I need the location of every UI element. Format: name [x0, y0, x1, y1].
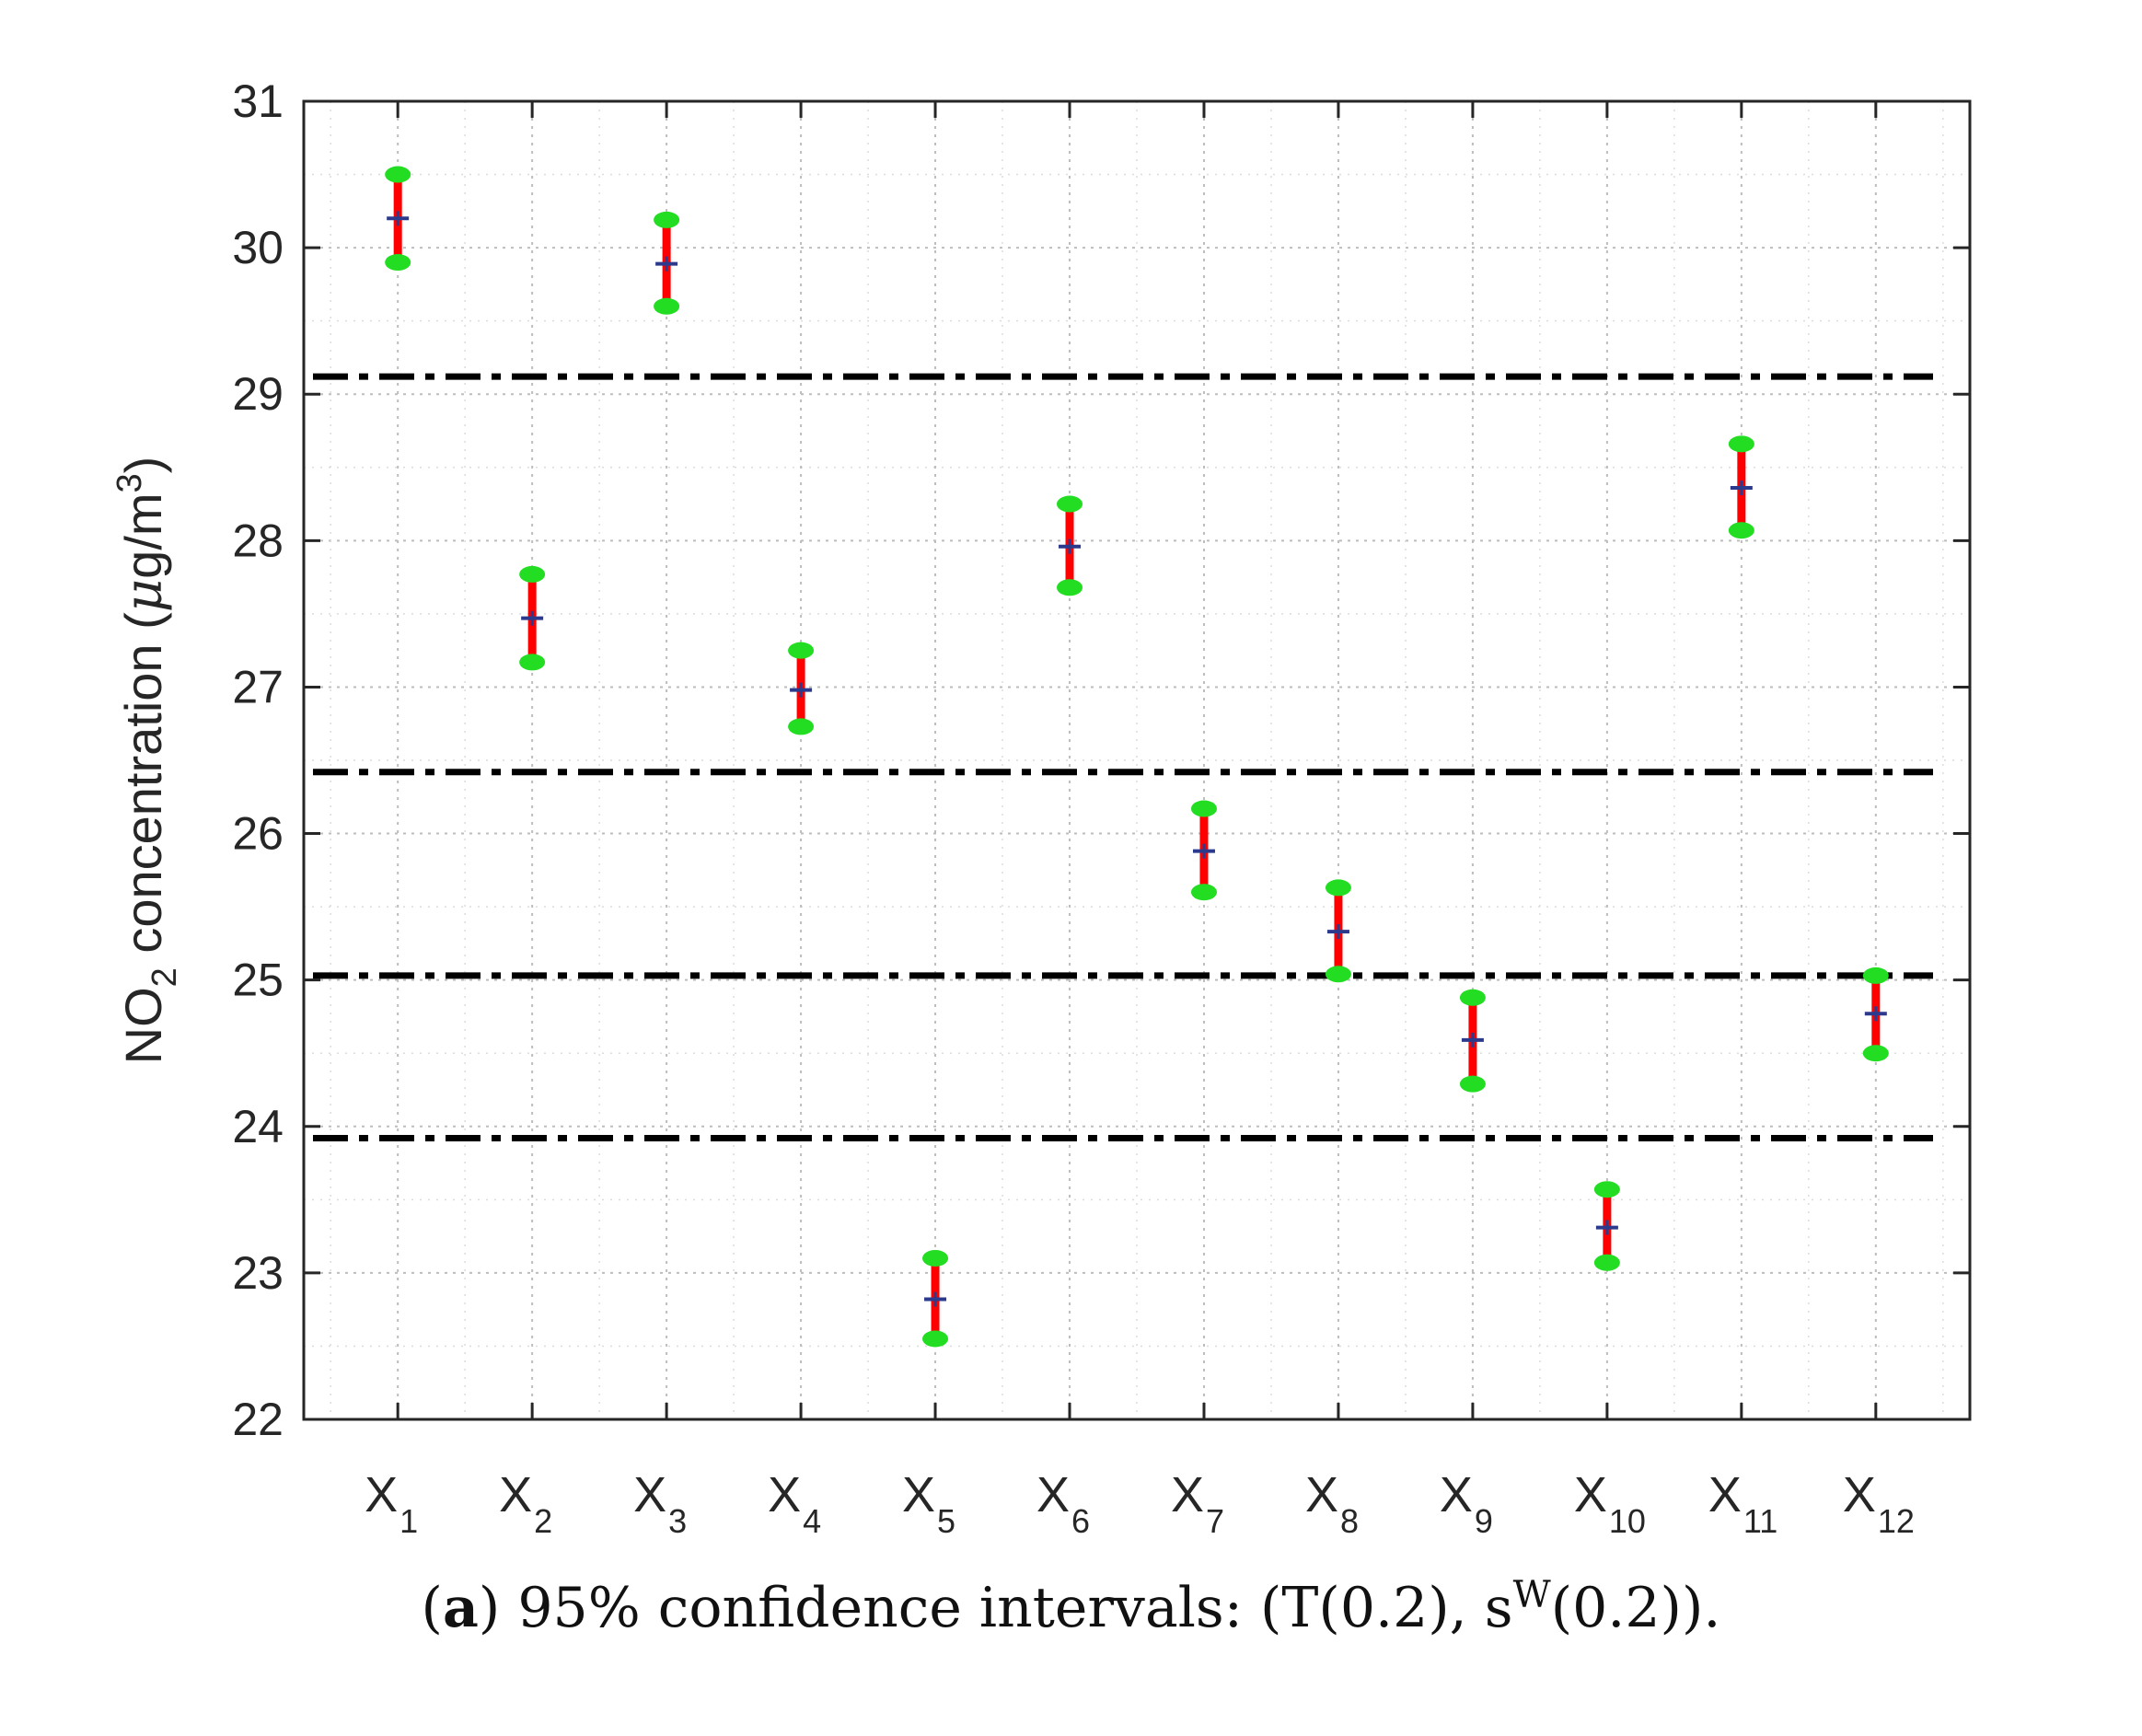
- caption-text: 95% confidence intervals: (T(0.2), s: [500, 1576, 1513, 1640]
- x-tick-subscript: 7: [1206, 1502, 1224, 1540]
- x-tick-label: X: [902, 1467, 935, 1522]
- x-tick-subscript: 5: [937, 1502, 955, 1540]
- x-tick-label: X: [1708, 1467, 1742, 1522]
- interval-9: [1459, 989, 1486, 1093]
- upper-endpoint: [654, 211, 680, 228]
- x-tick-subscript: 1: [399, 1502, 418, 1540]
- caption-label: a: [442, 1576, 479, 1640]
- x-tick-label: X: [1574, 1467, 1607, 1522]
- y-axis-title-part: g/m: [114, 492, 172, 578]
- y-tick-label: 27: [232, 661, 284, 712]
- lower-endpoint: [654, 297, 680, 315]
- x-tick-label: X: [365, 1467, 398, 1522]
- upper-endpoint: [1593, 1181, 1620, 1198]
- y-tick-label: 23: [232, 1247, 284, 1299]
- x-tick-subscript: 4: [803, 1502, 821, 1540]
- x-tick-subscript: 3: [668, 1502, 687, 1540]
- upper-endpoint: [1728, 435, 1754, 453]
- interval-6: [1057, 495, 1083, 596]
- y-tick-label: 24: [232, 1101, 284, 1152]
- interval-1: [385, 166, 411, 272]
- x-tick-label: X: [1305, 1467, 1338, 1522]
- interval-11: [1728, 435, 1754, 539]
- interval-7: [1190, 800, 1217, 901]
- interval-3: [654, 211, 680, 315]
- x-tick-subscript: 9: [1475, 1502, 1493, 1540]
- upper-endpoint: [1057, 495, 1083, 513]
- lower-endpoint: [788, 718, 815, 735]
- y-axis-title-part: 3: [110, 473, 149, 492]
- y-axis-label: NO2 concentration (μg/m3): [110, 457, 184, 1065]
- lower-endpoint: [1593, 1254, 1620, 1271]
- x-tick-label: X: [499, 1467, 532, 1522]
- x-tick-label: X: [633, 1467, 666, 1522]
- interval-4: [788, 642, 815, 735]
- interval-5: [922, 1249, 949, 1348]
- y-axis-title-part: concentration (: [114, 612, 172, 967]
- y-tick-label: 25: [232, 955, 284, 1006]
- lower-endpoint: [519, 654, 546, 671]
- upper-endpoint: [385, 166, 411, 183]
- lower-endpoint: [1190, 884, 1217, 901]
- x-tick-label: X: [1843, 1467, 1876, 1522]
- lower-endpoint: [1459, 1075, 1486, 1093]
- lower-endpoint: [1728, 522, 1754, 539]
- y-axis-title-part: μ: [114, 579, 174, 612]
- interval-2: [519, 565, 546, 671]
- y-tick-label: 29: [232, 368, 284, 420]
- upper-endpoint: [922, 1249, 949, 1267]
- y-tick-label: 30: [232, 222, 284, 273]
- plot-frame: [302, 99, 1972, 1421]
- x-tick-label: X: [768, 1467, 801, 1522]
- lower-endpoint: [385, 254, 411, 272]
- interval-12: [1862, 966, 1889, 1062]
- upper-endpoint: [519, 565, 546, 583]
- interval-10: [1593, 1181, 1620, 1271]
- x-tick-subscript: 2: [534, 1502, 552, 1540]
- x-tick-label: X: [1171, 1467, 1204, 1522]
- y-tick-label: 22: [232, 1394, 284, 1445]
- lower-endpoint: [1057, 579, 1083, 596]
- y-tick-label: 28: [232, 515, 284, 566]
- figure-caption: (a) 95% confidence intervals: (T(0.2), s…: [421, 1574, 1721, 1640]
- lower-endpoint: [1325, 966, 1351, 983]
- y-axis-title-part: NO: [114, 987, 172, 1064]
- lower-endpoint: [922, 1330, 949, 1348]
- upper-endpoint: [788, 642, 815, 659]
- x-tick-subscript: 6: [1071, 1502, 1090, 1540]
- y-axis-title-part: 2: [145, 967, 184, 987]
- x-tick-label: X: [1036, 1467, 1070, 1522]
- interval-8: [1325, 879, 1351, 983]
- upper-endpoint: [1862, 966, 1889, 984]
- y-axis-title-part: ): [114, 457, 172, 474]
- upper-endpoint: [1190, 800, 1217, 817]
- caption-sup: W: [1512, 1574, 1551, 1616]
- x-tick-subscript: 11: [1743, 1502, 1777, 1540]
- confidence-intervals: [385, 166, 1889, 1348]
- y-axis-title: NO2 concentration (μg/m3): [110, 457, 184, 1065]
- x-tick-label: X: [1440, 1467, 1473, 1522]
- upper-endpoint: [1459, 989, 1486, 1006]
- x-tick-subscript: 10: [1609, 1502, 1646, 1540]
- y-tick-label: 31: [232, 75, 284, 127]
- reference-lines: [313, 373, 1933, 1142]
- x-tick-subscript: 8: [1340, 1502, 1359, 1540]
- grid-layer: [304, 100, 1970, 1420]
- y-tick-label: 26: [232, 808, 284, 860]
- upper-endpoint: [1325, 879, 1351, 897]
- caption-tail: (0.2)).: [1550, 1576, 1721, 1640]
- x-tick-subscript: 12: [1878, 1502, 1915, 1540]
- lower-endpoint: [1862, 1045, 1889, 1062]
